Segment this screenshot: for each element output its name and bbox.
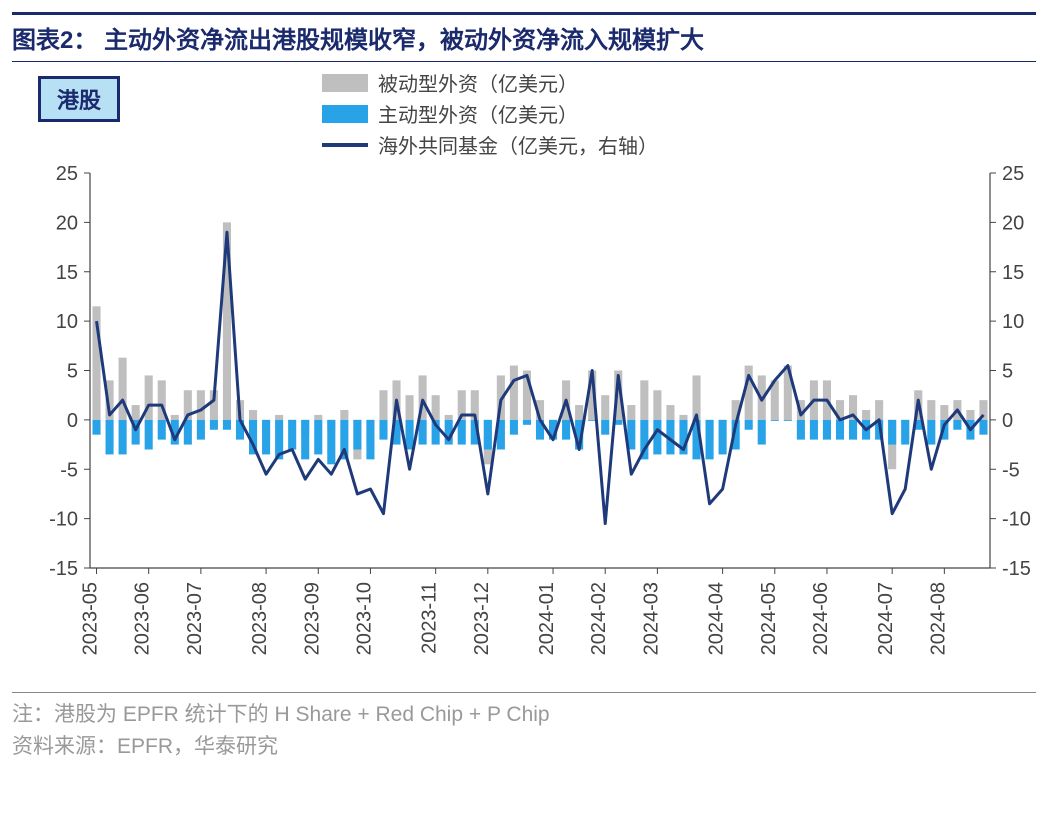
svg-text:20: 20 xyxy=(1002,212,1024,234)
svg-text:-15: -15 xyxy=(49,558,78,580)
svg-text:2023-06: 2023-06 xyxy=(132,582,154,655)
svg-text:2023-12: 2023-12 xyxy=(471,582,493,655)
svg-text:-5: -5 xyxy=(60,459,78,481)
svg-text:-15: -15 xyxy=(1002,558,1031,580)
svg-text:2024-02: 2024-02 xyxy=(588,582,610,655)
svg-text:2023-10: 2023-10 xyxy=(353,582,375,655)
svg-text:2024-07: 2024-07 xyxy=(875,582,897,655)
chart-footer: 注：港股为 EPFR 统计下的 H Share + Red Chip + P C… xyxy=(12,692,1036,762)
svg-text:2023-11: 2023-11 xyxy=(419,582,441,654)
svg-text:2024-03: 2024-03 xyxy=(640,582,662,655)
svg-text:-10: -10 xyxy=(49,509,78,531)
svg-text:2024-05: 2024-05 xyxy=(758,582,780,655)
chart-area: 港股 被动型外资（亿美元） 主动型外资（亿美元） 海外共同基金（亿美元，右轴） … xyxy=(12,68,1032,688)
svg-text:25: 25 xyxy=(1002,163,1024,185)
svg-text:5: 5 xyxy=(67,361,78,383)
svg-text:15: 15 xyxy=(56,262,78,284)
svg-text:25: 25 xyxy=(56,163,78,185)
footer-note: 注：港股为 EPFR 统计下的 H Share + Red Chip + P C… xyxy=(12,699,1036,731)
svg-text:-10: -10 xyxy=(1002,509,1031,531)
svg-text:10: 10 xyxy=(56,311,78,333)
footer-source: 资料来源：EPFR，华泰研究 xyxy=(12,731,1036,763)
svg-text:2023-05: 2023-05 xyxy=(80,582,102,655)
svg-text:2023-07: 2023-07 xyxy=(184,582,206,655)
svg-text:2023-08: 2023-08 xyxy=(249,582,271,655)
svg-text:2023-09: 2023-09 xyxy=(301,582,323,655)
svg-text:20: 20 xyxy=(56,212,78,234)
chart-title: 图表2： 主动外资净流出港股规模收窄，被动外资净流入规模扩大 xyxy=(12,27,704,54)
svg-text:-5: -5 xyxy=(1002,459,1020,481)
svg-text:2024-01: 2024-01 xyxy=(536,582,558,655)
svg-text:2024-04: 2024-04 xyxy=(706,582,728,655)
svg-text:0: 0 xyxy=(67,410,78,432)
svg-text:0: 0 xyxy=(1002,410,1013,432)
svg-text:2024-06: 2024-06 xyxy=(810,582,832,655)
svg-text:2024-08: 2024-08 xyxy=(927,582,949,655)
svg-text:10: 10 xyxy=(1002,311,1024,333)
svg-text:5: 5 xyxy=(1002,361,1013,383)
chart-svg: -15 -15 -10 -10 -5 -5 0 0 5 5 10 10 15 15 20 20 25 25 2023… xyxy=(12,68,1032,688)
svg-text:15: 15 xyxy=(1002,262,1024,284)
